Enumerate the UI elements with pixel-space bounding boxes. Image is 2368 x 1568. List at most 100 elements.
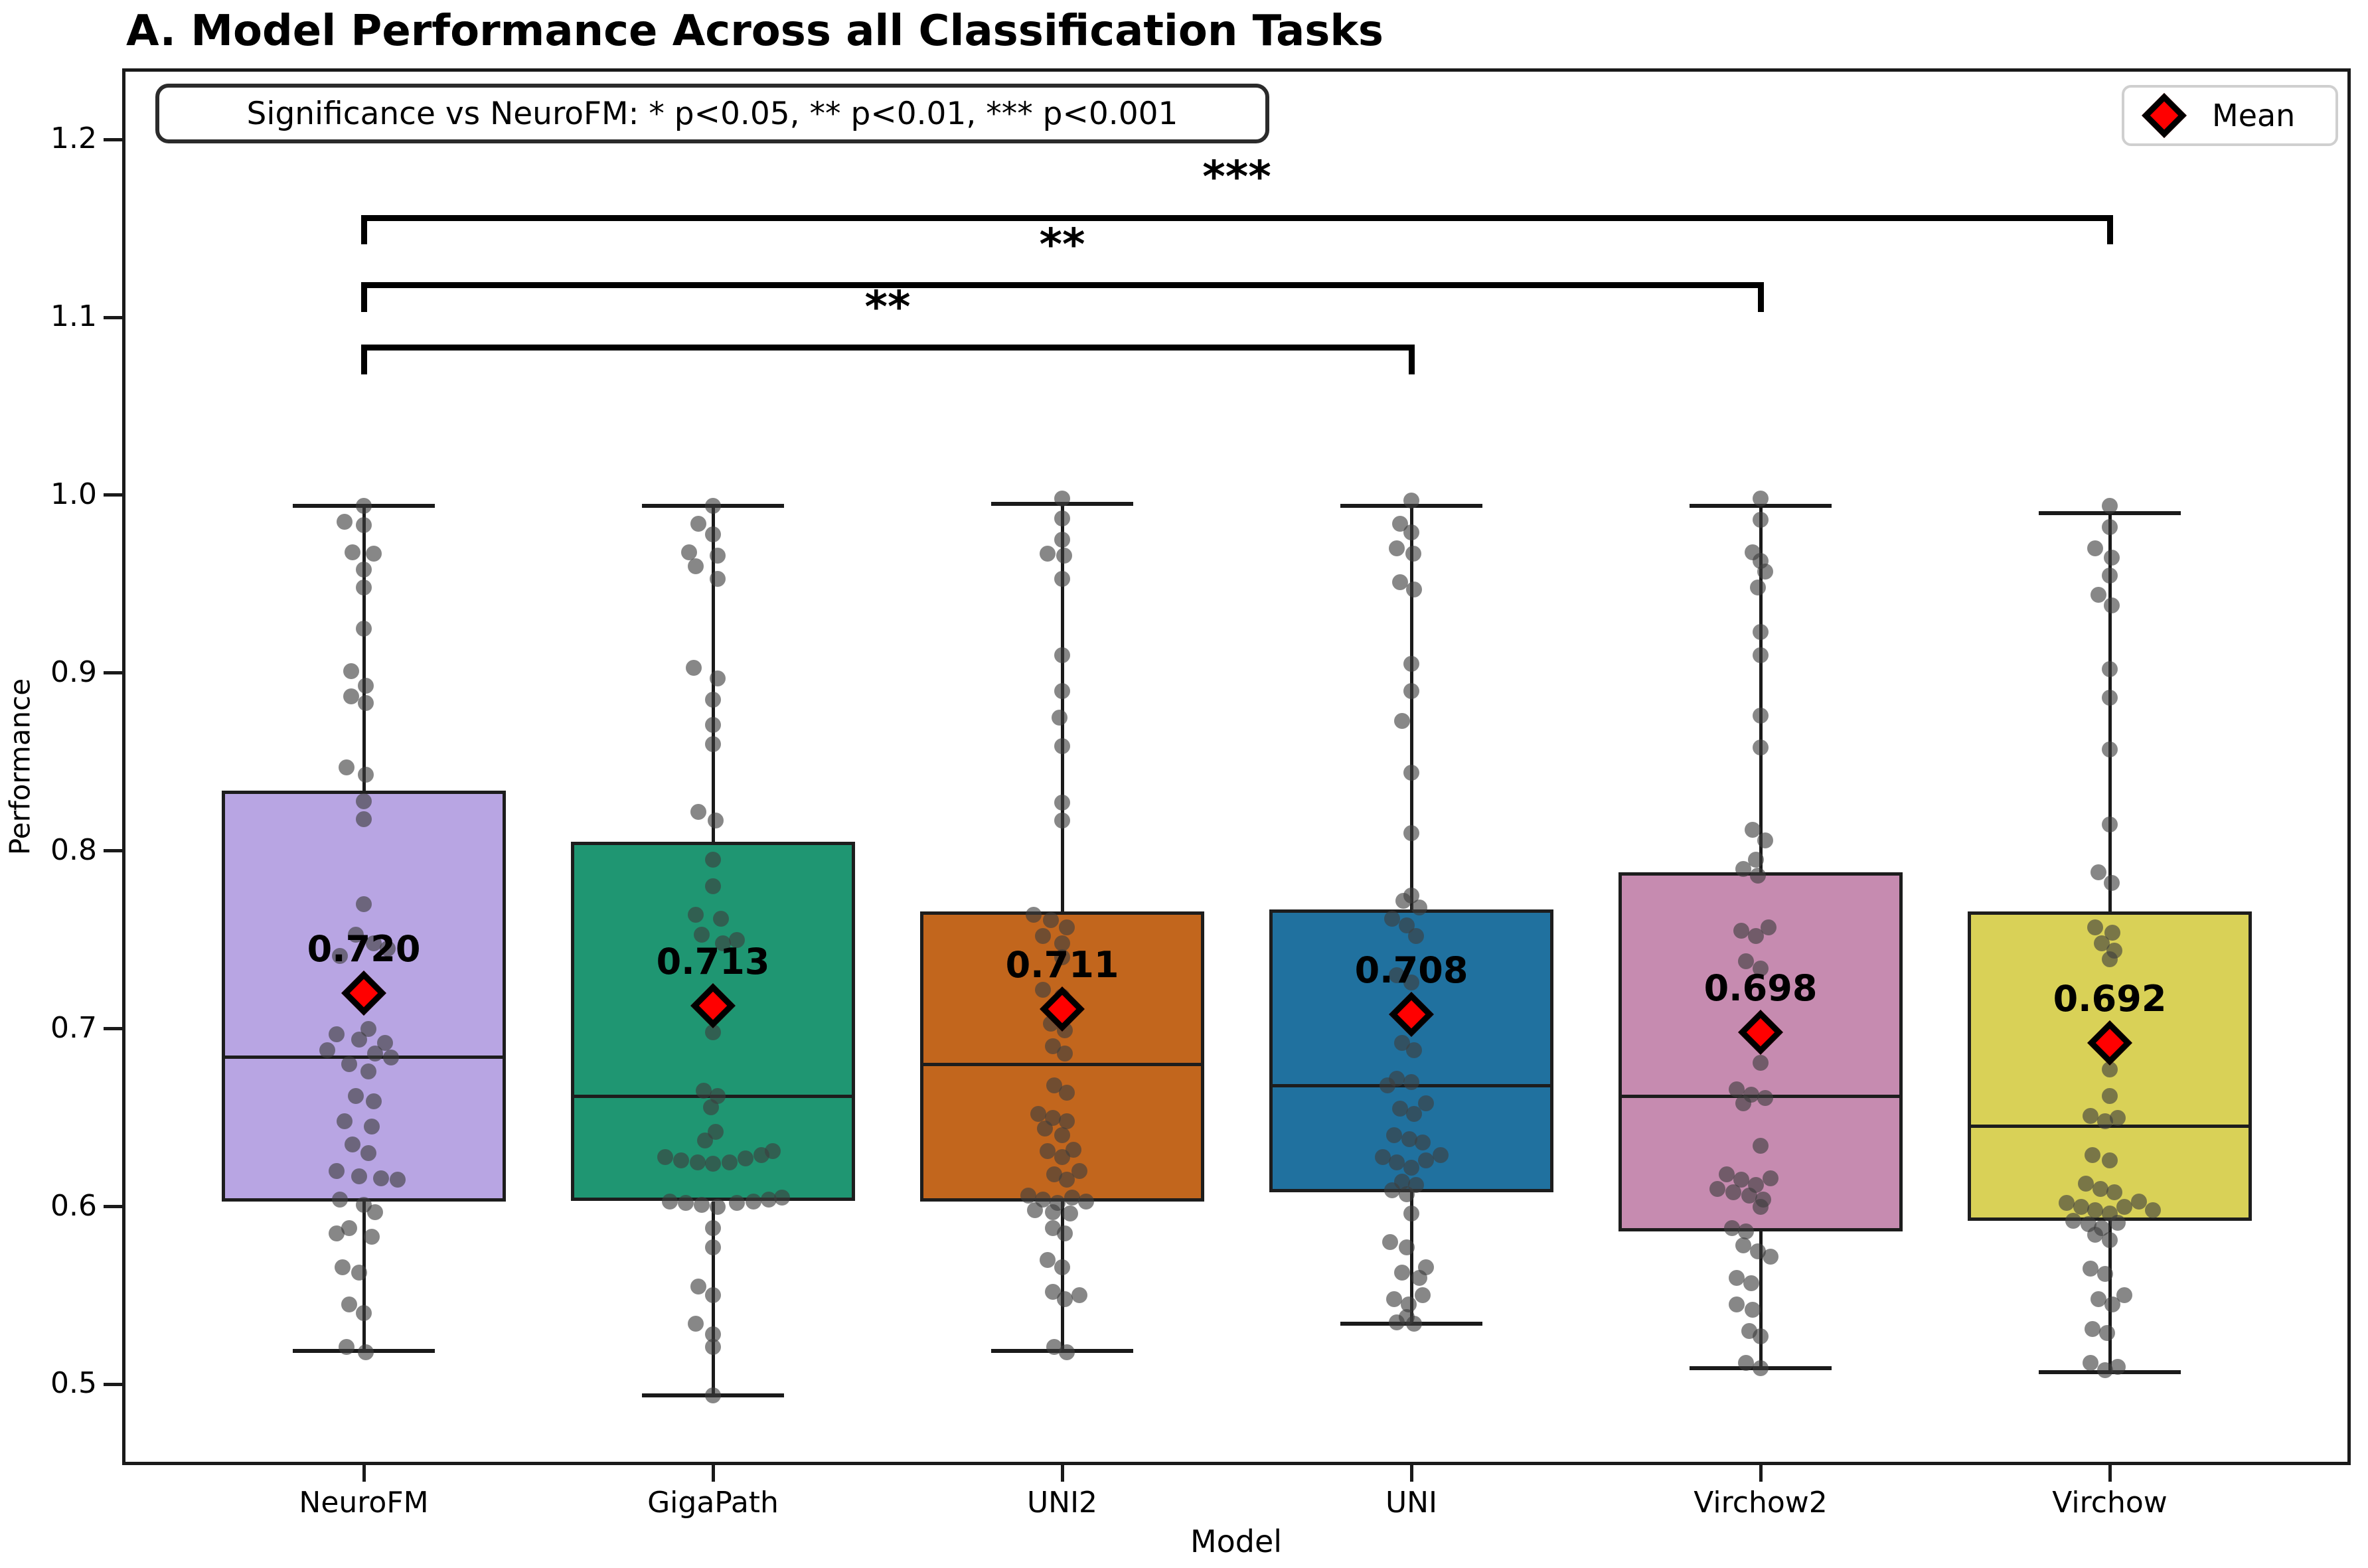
jitter-point (1054, 570, 1070, 587)
jitter-point (1040, 1143, 1056, 1160)
jitter-point (1054, 738, 1070, 754)
jitter-point (2109, 1214, 2126, 1231)
whisker-lower (1759, 1231, 1763, 1369)
jitter-point (1054, 682, 1070, 699)
jitter-point (705, 878, 721, 895)
jitter-point (2109, 1358, 2126, 1375)
y-tick-mark (104, 1027, 122, 1031)
jitter-point (1757, 1090, 1774, 1107)
jitter-point (1054, 1259, 1070, 1275)
whisker-upper (2108, 512, 2112, 911)
jitter-point (1753, 1198, 1769, 1215)
jitter-point (687, 907, 704, 923)
whisker-upper (362, 506, 366, 791)
whisker-upper (1759, 506, 1763, 872)
jitter-point (1757, 564, 1774, 580)
whisker-lower (2108, 1220, 2112, 1372)
whisker-lower (1409, 1192, 1413, 1324)
jitter-point (2102, 951, 2118, 968)
jitter-point (363, 1118, 380, 1135)
jitter-point (2102, 816, 2118, 832)
jitter-point (714, 935, 731, 952)
jitter-point (1385, 1291, 1402, 1307)
jitter-point (2090, 586, 2106, 603)
jitter-point (1728, 1296, 1745, 1312)
jitter-point (1417, 1152, 1434, 1168)
jitter-point (1066, 1141, 1082, 1158)
x-tick-mark (2108, 1464, 2112, 1482)
jitter-point (1753, 647, 1769, 664)
jitter-point (357, 695, 374, 712)
jitter-point (1728, 1081, 1745, 1097)
jitter-point (1057, 1291, 1073, 1307)
jitter-point (1051, 709, 1067, 726)
jitter-point (2116, 1198, 2132, 1215)
jitter-point (329, 1026, 345, 1042)
jitter-point (729, 931, 746, 948)
jitter-point (1762, 1170, 1778, 1186)
jitter-point (2087, 1227, 2104, 1243)
jitter-point (351, 1264, 367, 1281)
jitter-point (1403, 1074, 1419, 1091)
mean-value-label-UNI2: 0.711 (1005, 944, 1119, 986)
jitter-point (356, 580, 372, 596)
jitter-point (2103, 874, 2120, 891)
y-tick-label: 1.2 (50, 121, 97, 156)
jitter-point (356, 1305, 372, 1322)
jitter-point (1725, 1184, 1742, 1201)
jitter-point (356, 498, 372, 514)
jitter-point (2083, 1107, 2098, 1124)
jitter-point (2102, 567, 2118, 584)
jitter-point (745, 1193, 761, 1210)
jitter-point (338, 759, 355, 775)
sig-bracket-line (360, 214, 2113, 221)
jitter-point (367, 1204, 384, 1220)
jitter-point (2102, 1232, 2118, 1249)
jitter-point (1379, 1077, 1395, 1094)
jitter-point (357, 1344, 374, 1361)
y-tick-label: 1.0 (50, 477, 97, 511)
jitter-point (1389, 1154, 1405, 1170)
jitter-point (1417, 1259, 1434, 1275)
jitter-point (351, 1031, 367, 1048)
jitter-point (2084, 1321, 2100, 1338)
jitter-point (1382, 1234, 1399, 1251)
jitter-point (1040, 546, 1056, 562)
jitter-point (710, 1198, 726, 1215)
jitter-point (1398, 1186, 1415, 1202)
jitter-point (705, 526, 721, 542)
jitter-point (367, 1046, 384, 1062)
y-tick-mark (104, 493, 122, 497)
jitter-point (1393, 1264, 1410, 1281)
jitter-point (365, 546, 382, 562)
sig-stars: *** (1202, 151, 1271, 203)
jitter-point (2130, 1193, 2147, 1210)
jitter-point (319, 1042, 335, 1058)
jitter-point (1059, 919, 1075, 935)
jitter-point (1403, 764, 1419, 781)
jitter-point (1753, 708, 1769, 724)
jitter-point (2102, 1088, 2118, 1105)
jitter-point (1728, 1269, 1745, 1286)
jitter-point (729, 1195, 746, 1212)
jitter-point (1374, 1148, 1391, 1165)
mean-value-label-NeuroFM: 0.720 (307, 928, 421, 971)
jitter-point (2106, 1184, 2123, 1201)
significance-note-box: Significance vs NeuroFM: * p<0.05, ** p<… (155, 84, 1269, 143)
jitter-point (657, 1148, 673, 1165)
sig-bracket-line (360, 282, 1764, 289)
jitter-point (2083, 1355, 2098, 1372)
jitter-point (1056, 548, 1072, 564)
jitter-point (2102, 690, 2118, 706)
jitter-point (356, 517, 372, 534)
jitter-point (1059, 1113, 1075, 1129)
jitter-point (360, 1063, 377, 1079)
jitter-point (687, 558, 704, 575)
jitter-point (1753, 1360, 1769, 1377)
jitter-point (1749, 580, 1766, 596)
sig-bracket-line (360, 345, 1415, 351)
jitter-point (1749, 868, 1766, 884)
jitter-point (1057, 1046, 1073, 1062)
jitter-point (2087, 540, 2104, 557)
